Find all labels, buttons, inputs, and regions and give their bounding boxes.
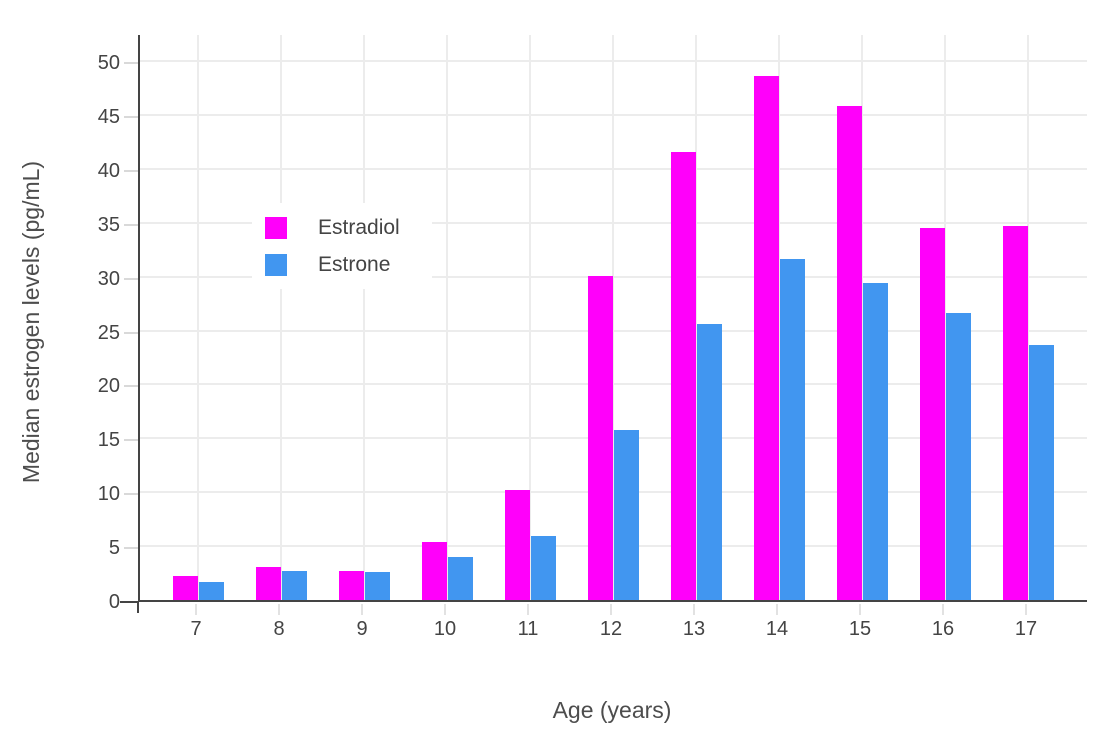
bar-estrone-age-11[interactable]: [531, 536, 556, 600]
x-tick-mark-7: [195, 604, 197, 615]
y-axis-line-overhang: [137, 602, 139, 613]
gridline-x-16: [944, 35, 946, 600]
legend: Estradiol Estrone: [252, 203, 432, 289]
gridline-x-9: [363, 35, 365, 600]
y-tick-label-20: 20: [97, 375, 120, 398]
y-tick-mark-0: [120, 601, 138, 603]
gridline-y-10: [140, 491, 1087, 494]
gridline-y-45: [140, 113, 1087, 116]
x-tick-label-8: 8: [273, 618, 285, 640]
y-tick-mark-20: [124, 385, 138, 388]
y-tick-mark-10: [124, 493, 138, 496]
bar-estradiol-age-13[interactable]: [671, 152, 696, 600]
bar-estrone-age-17[interactable]: [1029, 345, 1054, 600]
bar-estrone-age-13[interactable]: [697, 324, 722, 600]
x-tick-mark-8: [278, 604, 280, 615]
gridline-y-20: [140, 383, 1087, 386]
gridline-x-7: [197, 35, 199, 600]
y-tick-label-5: 5: [108, 537, 120, 560]
y-tick-label-50: 50: [97, 52, 120, 75]
bar-estradiol-age-10[interactable]: [422, 542, 447, 600]
plot-area: Estradiol Estrone: [138, 35, 1087, 602]
gridline-x-10: [446, 35, 448, 600]
y-tick-mark-5: [124, 547, 138, 550]
y-tick-label-0: 0: [108, 591, 120, 613]
bar-estradiol-age-9[interactable]: [339, 571, 364, 600]
bar-estrone-age-12[interactable]: [614, 430, 639, 600]
gridline-x-14: [778, 35, 780, 600]
x-tick-mark-9: [361, 604, 363, 615]
y-tick-label-10: 10: [97, 483, 120, 506]
x-axis-title: Age (years): [552, 697, 672, 723]
bar-estrone-age-16[interactable]: [946, 313, 971, 600]
y-tick-mark-50: [124, 62, 138, 65]
bar-estrone-age-8[interactable]: [282, 571, 307, 600]
y-tick-label-35: 35: [97, 213, 120, 236]
gridline-x-15: [861, 35, 863, 600]
bar-estrone-age-7[interactable]: [199, 582, 224, 600]
x-tick-label-10: 10: [433, 618, 457, 640]
x-tick-label-15: 15: [848, 618, 872, 640]
gridline-y-25: [140, 329, 1087, 332]
bar-estradiol-age-17[interactable]: [1003, 226, 1028, 600]
legend-item-estrone[interactable]: Estrone: [265, 246, 432, 283]
x-tick-label-14: 14: [765, 618, 789, 640]
gridline-y-5: [140, 545, 1087, 548]
bar-estradiol-age-12[interactable]: [588, 276, 613, 600]
bar-estrone-age-14[interactable]: [780, 259, 805, 600]
x-tick-mark-11: [527, 604, 529, 615]
y-tick-mark-45: [124, 115, 138, 118]
bar-estradiol-age-16[interactable]: [920, 228, 945, 600]
bar-estradiol-age-7[interactable]: [173, 576, 198, 600]
x-tick-mark-16: [942, 604, 944, 615]
x-tick-mark-14: [776, 604, 778, 615]
x-tick-label-17: 17: [1014, 618, 1038, 640]
gridline-x-8: [280, 35, 282, 600]
x-tick-mark-12: [610, 604, 612, 615]
x-tick-label-12: 12: [599, 618, 623, 640]
y-tick-mark-25: [124, 331, 138, 334]
x-tick-label-16: 16: [931, 618, 955, 640]
x-tick-mark-13: [693, 604, 695, 615]
gridline-y-30: [140, 275, 1087, 278]
x-tick-label-13: 13: [682, 618, 706, 640]
bar-estradiol-age-8[interactable]: [256, 567, 281, 600]
estradiol-swatch-icon: [265, 216, 287, 239]
legend-item-estradiol[interactable]: Estradiol: [265, 209, 432, 246]
x-tick-mark-15: [859, 604, 861, 615]
y-tick-label-15: 15: [97, 429, 120, 452]
gridline-x-11: [529, 35, 531, 600]
gridline-y-35: [140, 221, 1087, 224]
bar-estradiol-age-15[interactable]: [837, 106, 862, 600]
legend-label-estrone: Estrone: [318, 252, 391, 276]
gridline-x-12: [612, 35, 614, 600]
x-tick-label-11: 11: [517, 618, 539, 640]
y-tick-label-30: 30: [97, 267, 120, 290]
gridline-y-40: [140, 167, 1087, 170]
x-tick-label-7: 7: [190, 618, 202, 640]
gridline-x-17: [1027, 35, 1029, 600]
x-tick-mark-10: [444, 604, 446, 615]
gridline-y-50: [140, 60, 1087, 63]
y-tick-mark-40: [124, 169, 138, 172]
y-tick-mark-35: [124, 223, 138, 226]
estrone-swatch-icon: [265, 253, 287, 276]
y-tick-label-40: 40: [97, 159, 120, 182]
y-tick-label-25: 25: [97, 321, 120, 344]
y-axis-title: Median estrogen levels (pg/mL): [18, 160, 44, 484]
y-tick-mark-30: [124, 277, 138, 280]
y-tick-label-45: 45: [97, 105, 120, 128]
legend-label-estradiol: Estradiol: [318, 215, 400, 239]
bar-estradiol-age-11[interactable]: [505, 490, 530, 600]
bar-estrone-age-15[interactable]: [863, 283, 888, 600]
y-tick-mark-15: [124, 439, 138, 442]
bar-estradiol-age-14[interactable]: [754, 76, 779, 600]
bar-estrone-age-10[interactable]: [448, 557, 473, 600]
x-tick-mark-17: [1025, 604, 1027, 615]
gridline-y-15: [140, 437, 1087, 440]
x-tick-label-9: 9: [356, 618, 368, 640]
bar-estrone-age-9[interactable]: [365, 572, 390, 600]
gridline-x-13: [695, 35, 697, 600]
